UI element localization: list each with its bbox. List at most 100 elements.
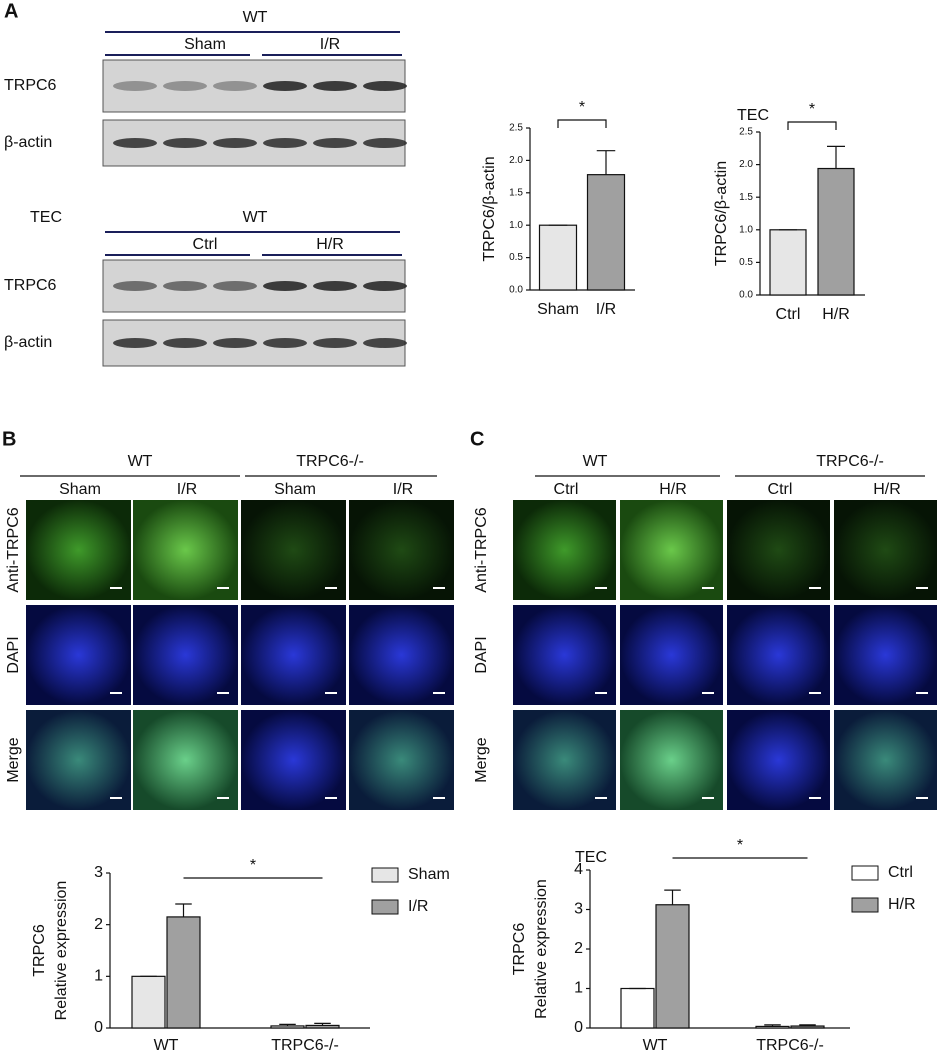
- micrograph: [727, 500, 830, 600]
- micrograph: [26, 500, 131, 600]
- micrograph: [620, 605, 723, 705]
- y-tick-label: 2: [94, 916, 103, 933]
- significance-label: *: [250, 857, 256, 874]
- bar: [131, 975, 166, 1029]
- label: A: [4, 0, 18, 22]
- blot-band: [313, 281, 357, 291]
- micrograph: [133, 605, 238, 705]
- micrograph: [241, 605, 346, 705]
- y-tick-label: 1: [574, 980, 583, 997]
- label: Ctrl: [554, 481, 579, 498]
- blot-band: [363, 338, 407, 348]
- label: Anti-TRPC6: [473, 507, 490, 592]
- micrograph: [349, 500, 454, 600]
- y-axis-label: TRPC6: [31, 924, 48, 977]
- y-tick-label: 0: [574, 1019, 583, 1036]
- micrograph: [513, 605, 616, 705]
- bar: [305, 1024, 340, 1029]
- label: β-actin: [4, 134, 52, 151]
- x-tick-label: Ctrl: [776, 306, 801, 323]
- micrograph: [133, 710, 238, 810]
- x-tick-label: Sham: [537, 301, 579, 318]
- label: Ctrl: [768, 481, 793, 498]
- label: Sham: [184, 36, 226, 53]
- y-tick-label: 2: [574, 940, 583, 957]
- label: WT: [243, 209, 268, 226]
- micrograph: [241, 710, 346, 810]
- bar: [655, 904, 690, 1029]
- label: WT: [243, 9, 268, 26]
- label: I/R: [177, 481, 197, 498]
- bar: [817, 167, 855, 296]
- y-tick-label: 1: [94, 968, 103, 985]
- legend-swatch: [371, 867, 399, 883]
- significance-label: *: [809, 101, 815, 118]
- y-tick-label: 2.5: [509, 123, 523, 134]
- bar: [769, 229, 807, 296]
- micrograph: [349, 710, 454, 810]
- label: β-actin: [4, 334, 52, 351]
- label: I/R: [320, 36, 340, 53]
- label: WT: [583, 453, 608, 470]
- blot-band: [263, 338, 307, 348]
- x-tick-label: H/R: [822, 306, 850, 323]
- y-tick-label: 4: [574, 861, 583, 878]
- bar: [166, 916, 201, 1029]
- error-bar: [279, 1023, 296, 1026]
- y-tick-label: 1.5: [739, 192, 753, 203]
- blot-band: [313, 138, 357, 148]
- micrograph: [834, 500, 937, 600]
- label: DAPI: [473, 636, 490, 673]
- label: I/R: [393, 481, 413, 498]
- y-tick-label: 1.0: [509, 220, 523, 231]
- micrograph: [620, 500, 723, 600]
- label: H/R: [659, 481, 687, 498]
- label: WT: [128, 453, 153, 470]
- label: TEC: [30, 209, 62, 226]
- error-bar: [764, 1024, 781, 1027]
- chart-title: TEC: [737, 107, 769, 124]
- label: Anti-TRPC6: [5, 507, 22, 592]
- micrograph: [349, 605, 454, 705]
- x-tick-label: WT: [643, 1037, 668, 1054]
- blot-band: [213, 281, 257, 291]
- blot-band: [113, 281, 157, 291]
- micrograph: [727, 605, 830, 705]
- blot-band: [363, 81, 407, 91]
- significance-bracket: [787, 121, 837, 130]
- y-axis-label: Relative expression: [533, 879, 550, 1019]
- label: TRPC6-/-: [296, 453, 364, 470]
- label: H/R: [316, 236, 344, 253]
- x-tick-label: TRPC6-/-: [756, 1037, 824, 1054]
- label: C: [470, 428, 484, 450]
- blot-band: [113, 81, 157, 91]
- y-tick-label: 0.0: [509, 285, 523, 296]
- micrograph: [513, 500, 616, 600]
- micrograph: [241, 500, 346, 600]
- y-tick-label: 2.5: [739, 127, 753, 138]
- blot-band: [213, 338, 257, 348]
- label: DAPI: [5, 636, 22, 673]
- y-tick-label: 0: [94, 1019, 103, 1036]
- y-tick-label: 0.0: [739, 290, 753, 301]
- label: B: [2, 428, 16, 450]
- legend-swatch: [851, 897, 879, 913]
- y-axis-label: TRPC6: [511, 923, 528, 976]
- error-bar: [175, 903, 192, 917]
- label: TRPC6: [4, 277, 57, 294]
- blot-band: [363, 281, 407, 291]
- micrograph: [26, 605, 131, 705]
- legend-label: I/R: [408, 898, 428, 915]
- y-axis-label: TRPC6/β-actin: [481, 156, 498, 261]
- blot-band: [213, 138, 257, 148]
- x-tick-label: WT: [154, 1037, 179, 1054]
- blot-band: [313, 338, 357, 348]
- blot-band: [363, 138, 407, 148]
- significance-label: *: [579, 99, 585, 116]
- label: Ctrl: [193, 236, 218, 253]
- x-tick-label: TRPC6-/-: [271, 1037, 339, 1054]
- x-tick-label: I/R: [596, 301, 616, 318]
- blot-band: [213, 81, 257, 91]
- bar: [270, 1025, 305, 1029]
